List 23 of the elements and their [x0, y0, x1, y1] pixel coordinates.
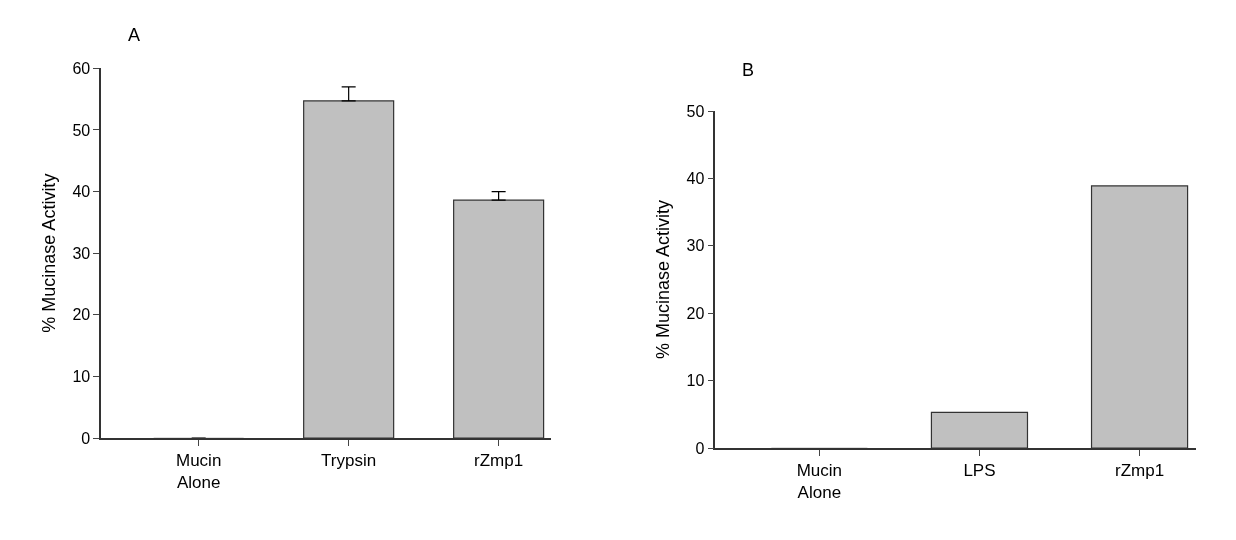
- y-tick-label: 40: [72, 183, 91, 201]
- y-tick-label: 40: [686, 170, 705, 188]
- y-tick-label: 60: [72, 59, 91, 77]
- y-tick-label: 0: [695, 439, 705, 457]
- chart-title: A: [128, 25, 141, 45]
- y-tick-label: 20: [72, 306, 91, 324]
- x-tick-label: Mucin Alone: [176, 451, 222, 493]
- x-tick-label: LPS: [963, 461, 996, 481]
- y-tick-label: 30: [686, 237, 705, 255]
- y-tick-label: 50: [72, 121, 91, 139]
- x-tick-label: rZmp1: [1115, 461, 1165, 481]
- y-tick-label: 0: [81, 429, 91, 447]
- chart-title: B: [742, 60, 755, 80]
- x-tick-label: rZmp1: [474, 451, 524, 471]
- y-tick-label: 10: [72, 367, 91, 385]
- y-axis-title: % Mucinase Activity: [653, 200, 674, 360]
- y-tick-label: 30: [72, 244, 91, 262]
- y-tick-label: 50: [686, 102, 705, 120]
- y-tick-label: 10: [686, 372, 705, 390]
- x-tick-label: Mucin Alone: [796, 461, 843, 503]
- x-tick-label: Trypsin: [321, 451, 377, 471]
- y-tick-label: 20: [686, 304, 705, 322]
- y-axis-title: % Mucinase Activity: [39, 173, 60, 333]
